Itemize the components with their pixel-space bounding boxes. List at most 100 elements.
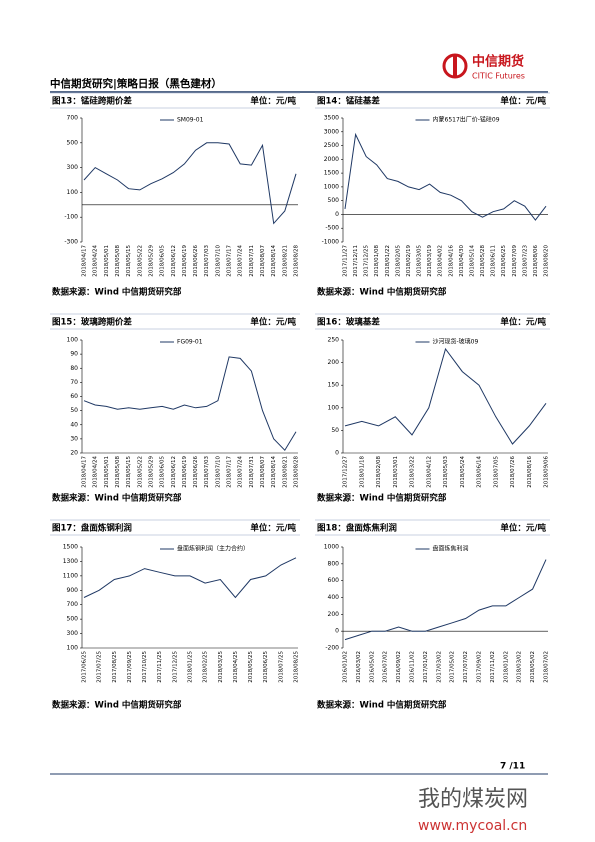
x-tick-label: 2018/07/23 xyxy=(522,245,528,277)
source-note: 数据来源：Wind 中信期货研究部 xyxy=(52,287,182,298)
y-tick-label: 700 xyxy=(67,115,79,122)
figure-title: 图14：锰硅基差 xyxy=(317,96,380,107)
y-tick-label: 400 xyxy=(328,594,340,601)
x-tick-label: 2018/06/25 xyxy=(263,651,269,683)
y-tick-label: 500 xyxy=(67,139,79,146)
x-tick-label: 2018/05/15 xyxy=(126,245,132,277)
x-tick-label: 2016/01/02 xyxy=(343,651,349,683)
x-tick-label: 2018/05/22 xyxy=(137,245,143,277)
unit-label: 单位：元/吨 xyxy=(250,317,296,328)
x-tick-label: 2018/06/12 xyxy=(171,245,177,277)
legend-label: 盘面炼焦利润 xyxy=(433,545,469,553)
x-tick-label: 2018/08/07 xyxy=(260,456,266,488)
y-tick-label: 900 xyxy=(67,587,79,594)
doc-title: 中信期货研究|策略日报（黑色建材） xyxy=(50,77,222,90)
x-tick-label: 2018/05/08 xyxy=(115,245,121,277)
x-tick-label: 2018/07/24 xyxy=(238,456,244,488)
logo-en: CITIC Futures xyxy=(472,72,525,81)
x-tick-label: 2018/07/17 xyxy=(227,245,233,277)
x-tick-label: 2018/06/12 xyxy=(171,456,177,488)
x-tick-label: 2018/05/22 xyxy=(137,456,143,488)
y-tick-label: 300 xyxy=(67,164,79,171)
y-tick-label: 70 xyxy=(70,379,78,386)
x-tick-label: 2017/09/02 xyxy=(477,651,483,683)
y-tick-label: 1500 xyxy=(324,170,339,177)
y-tick-label: 3500 xyxy=(324,115,339,122)
y-tick-label: 0 xyxy=(335,628,339,635)
x-tick-label: 2018/06/11 xyxy=(491,245,497,277)
x-tick-label: 2018/03/22 xyxy=(410,456,416,488)
x-tick-label: 2018/08/20 xyxy=(544,245,550,277)
series-line xyxy=(344,132,547,221)
x-tick-label: 2018/07/02 xyxy=(544,651,550,683)
x-tick-label: 2018/01/25 xyxy=(188,651,194,683)
x-tick-label: 2017/08/25 xyxy=(112,651,118,683)
x-tick-label: 2018/01/22 xyxy=(385,245,391,277)
x-tick-label: 2018/04/24 xyxy=(93,245,99,277)
x-tick-label: 2018/07/26 xyxy=(510,456,516,488)
y-tick-label: 1000 xyxy=(324,544,339,551)
x-tick-label: 2018/08/21 xyxy=(282,245,288,277)
figure-title: 图18：盘面炼焦利润 xyxy=(317,523,397,534)
y-tick-label: 200 xyxy=(328,359,340,366)
x-tick-label: 2018/02/25 xyxy=(203,651,209,683)
logo-icon xyxy=(442,53,468,79)
y-tick-label: 40 xyxy=(70,421,78,428)
source-note: 数据来源：Wind 中信期货研究部 xyxy=(317,493,447,504)
x-tick-label: 2016/11/02 xyxy=(410,651,416,683)
series-line xyxy=(83,142,297,225)
unit-label: 单位：元/吨 xyxy=(500,96,546,107)
x-tick-label: 2018/08/07 xyxy=(260,245,266,277)
y-tick-label: 100 xyxy=(67,337,79,344)
x-tick-label: 2018/05/03 xyxy=(443,456,449,488)
x-tick-label: 2018/05/08 xyxy=(115,456,121,488)
y-tick-label: 200 xyxy=(328,611,340,618)
x-tick-label: 2018/05/28 xyxy=(480,245,486,277)
x-tick-label: 2017/12/11 xyxy=(353,245,359,277)
x-tick-label: 2017/01/02 xyxy=(423,651,429,683)
y-tick-label: 50 xyxy=(331,427,339,434)
x-tick-label: 2018/04/12 xyxy=(426,456,432,488)
x-tick-label: 2018/06/14 xyxy=(477,456,483,488)
y-tick-label: 80 xyxy=(70,365,78,372)
x-tick-label: 2018/04/24 xyxy=(93,456,99,488)
figure-title: 图16：玻璃基差 xyxy=(317,317,380,328)
series-line xyxy=(344,559,547,641)
x-tick-label: 2018/07/31 xyxy=(249,245,255,277)
source-note: 数据来源：Wind 中信期货研究部 xyxy=(317,700,447,711)
y-tick-label: -300 xyxy=(64,239,78,246)
legend-label: SM09-01 xyxy=(177,117,204,124)
y-tick-label: 1100 xyxy=(63,572,78,579)
series-line xyxy=(344,347,547,445)
y-tick-label: 60 xyxy=(70,393,78,400)
x-tick-label: 2018/05/25 xyxy=(248,651,254,683)
y-tick-label: 800 xyxy=(328,560,340,567)
x-tick-label: 2016/09/02 xyxy=(396,651,402,683)
series-line xyxy=(83,356,297,452)
x-tick-label: 2018/06/05 xyxy=(160,456,166,488)
x-tick-label: 2018/03/25 xyxy=(218,651,224,683)
y-tick-label: 250 xyxy=(328,337,340,344)
x-tick-label: 2018/07/31 xyxy=(249,456,255,488)
x-tick-label: 2018/08/14 xyxy=(271,245,277,277)
x-tick-label: 2017/10/25 xyxy=(142,651,148,683)
y-tick-label: 90 xyxy=(70,351,78,358)
x-tick-label: 2018/05/24 xyxy=(460,456,466,488)
x-tick-label: 2018/08/16 xyxy=(527,456,533,488)
y-tick-label: 3000 xyxy=(324,128,339,135)
x-tick-label: 2016/07/02 xyxy=(383,651,389,683)
x-tick-label: 2018/06/25 xyxy=(501,245,507,277)
y-tick-label: 2500 xyxy=(324,142,339,149)
x-tick-label: 2018/03/05 xyxy=(417,245,423,277)
x-tick-label: 2018/06/19 xyxy=(182,456,188,488)
x-tick-label: 2018/06/05 xyxy=(160,245,166,277)
x-tick-label: 2018/05/29 xyxy=(148,245,154,277)
x-tick-label: 2016/05/02 xyxy=(369,651,375,683)
watermark-cn: 我的煤炭网 xyxy=(418,787,528,812)
y-tick-label: 50 xyxy=(70,407,78,414)
figure-title: 图13：锰硅跨期价差 xyxy=(52,96,132,107)
x-tick-label: 2017/03/02 xyxy=(436,651,442,683)
x-tick-label: 2018/07/17 xyxy=(227,456,233,488)
x-tick-label: 2018/01/08 xyxy=(374,245,380,277)
